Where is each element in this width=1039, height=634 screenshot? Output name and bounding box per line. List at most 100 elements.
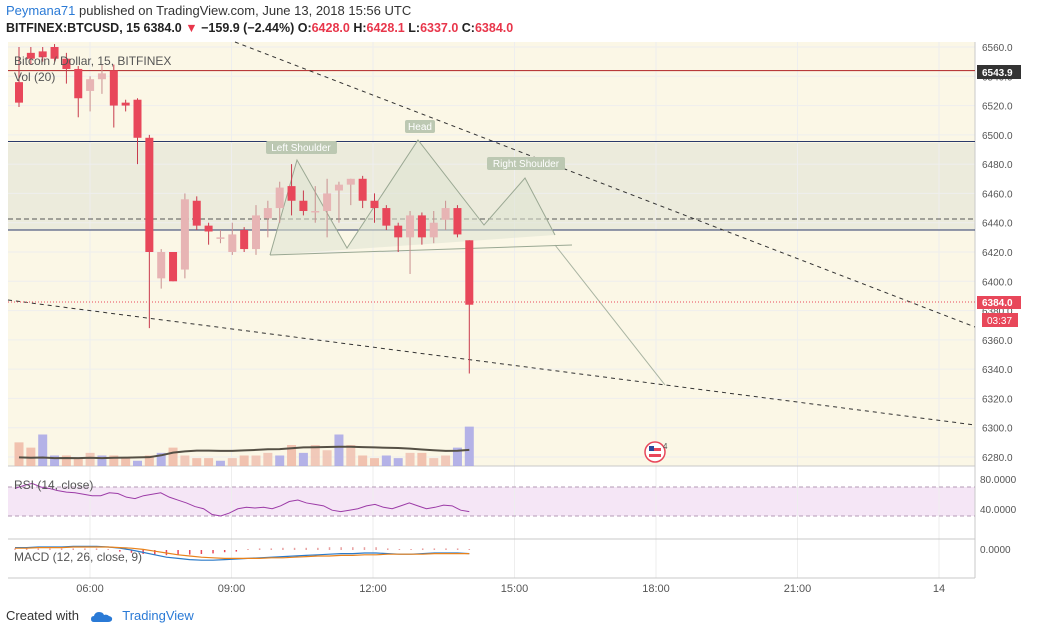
volume-bar <box>310 445 320 466</box>
candles <box>15 44 474 374</box>
rsi-line <box>14 482 470 517</box>
volume-legend[interactable]: Vol (20) <box>14 70 55 84</box>
volume-bar <box>429 458 439 466</box>
symbol-header: BITFINEX:BTCUSD, 15 6384.0 ▼ −159.9 (−2.… <box>6 21 513 35</box>
open-value: 6428.0 <box>311 21 350 35</box>
volume-bar <box>263 452 273 466</box>
volume-bar <box>133 460 142 466</box>
macd-legend[interactable]: MACD (12, 26, close, 9) <box>14 550 142 564</box>
rsi-legend[interactable]: RSI (14, close) <box>14 478 93 492</box>
volume-bar <box>334 434 344 466</box>
candle-body <box>38 51 47 58</box>
volume-bar <box>287 445 297 466</box>
volume-bar <box>180 455 190 466</box>
publish-header: Peymana71 published on TradingView.com, … <box>6 3 411 18</box>
candle-body <box>358 178 367 201</box>
macd-tick-0: 0.0000 <box>980 545 1011 556</box>
volume-bar <box>192 458 202 466</box>
low-label: L: <box>408 21 421 35</box>
author-link[interactable]: Peymana71 <box>6 3 76 18</box>
close-label: C: <box>461 21 475 35</box>
pattern-outline <box>269 139 556 256</box>
countdown-text: 03:37 <box>987 316 1012 327</box>
open-label: O: <box>297 21 312 35</box>
candle-body <box>109 70 118 106</box>
volume-bar <box>452 447 462 466</box>
time-tick-label: 14 <box>933 583 945 595</box>
price-axis[interactable]: 6560.06540.06520.06500.06480.06460.06440… <box>982 43 1013 464</box>
volume-bar <box>370 458 379 466</box>
symbol-label: BITFINEX:BTCUSD, 15 <box>6 21 141 35</box>
head-tag <box>405 120 435 133</box>
candle-body <box>275 187 284 209</box>
candle-body <box>192 200 201 226</box>
published-text: published on TradingView.com, June 13, 2… <box>79 3 412 18</box>
price-tick-label: 6340.0 <box>982 365 1013 376</box>
candle-body <box>382 208 391 226</box>
candle-body <box>62 58 71 69</box>
candle-body <box>86 79 95 91</box>
head-label: Head <box>408 122 432 133</box>
candle-body <box>299 200 308 211</box>
candle-body <box>145 137 154 252</box>
close-value: 6384.0 <box>474 21 514 35</box>
time-tick-label: 18:00 <box>642 583 670 595</box>
time-tick-label: 09:00 <box>218 583 246 595</box>
economic-event-flag-icon[interactable]: 4 <box>644 441 668 463</box>
series-legend[interactable]: Bitcoin / Dollar, 15, BITFINEX <box>14 54 171 68</box>
volume-bar <box>393 458 403 466</box>
volume-bar <box>50 455 60 466</box>
candle-body <box>240 230 249 250</box>
price-change: −159.9 (−2.44%) <box>201 21 295 35</box>
descending-support-trendline[interactable] <box>7 299 976 426</box>
candle-body <box>311 211 320 213</box>
candle-body <box>394 225 403 238</box>
created-with-text: Created with <box>6 608 79 623</box>
candle-body <box>15 82 23 103</box>
last-price: 6384.0 <box>143 21 182 35</box>
candle-body <box>465 240 474 305</box>
volume-bar <box>358 455 368 466</box>
price-tick-label: 6520.0 <box>982 102 1013 113</box>
candle-body <box>133 99 142 138</box>
projection-line[interactable] <box>554 244 666 386</box>
volume-bar <box>121 458 131 466</box>
time-axis[interactable]: 06:00 09:00 12:00 15:00 18:00 21:00 14 <box>76 583 945 595</box>
head-and-shoulders-pattern[interactable]: Left Shoulder Head Right Shoulder <box>266 120 573 256</box>
price-tick-label: 6500.0 <box>982 131 1013 142</box>
right-shoulder-label: Right Shoulder <box>493 159 560 170</box>
candle-body <box>323 193 332 211</box>
macd-signal-line <box>15 546 470 560</box>
rsi-tick-40: 40.0000 <box>980 505 1017 516</box>
last-price-badge <box>977 296 1021 309</box>
price-tick-label: 6300.0 <box>982 424 1013 435</box>
volume-bar <box>97 455 107 466</box>
candle-body <box>169 252 178 282</box>
footer: Created with TradingView <box>6 608 194 623</box>
price-tick-label: 6480.0 <box>982 160 1013 171</box>
rsi-band <box>8 487 975 516</box>
candle-body <box>429 222 438 238</box>
low-value: 6337.0 <box>420 21 459 35</box>
volume-bar <box>73 458 83 466</box>
time-tick-label: 12:00 <box>359 583 387 595</box>
high-value: 6428.1 <box>366 21 405 35</box>
volume-bar <box>381 455 391 466</box>
volume-bar <box>298 452 308 466</box>
volume-bar <box>346 445 356 466</box>
volume-bar <box>61 455 71 466</box>
tradingview-link[interactable]: TradingView <box>122 608 194 623</box>
volume-bar <box>215 460 225 466</box>
candle-body <box>216 237 225 239</box>
volume-bar <box>144 455 154 466</box>
volume-bar <box>405 452 415 466</box>
time-tick-label: 06:00 <box>76 583 104 595</box>
price-tick-label: 6420.0 <box>982 248 1013 259</box>
time-tick-label: 15:00 <box>501 583 529 595</box>
price-tick-label: 6440.0 <box>982 219 1013 230</box>
countdown-badge <box>982 313 1018 327</box>
volume-ma-line <box>18 445 470 460</box>
candle-body <box>50 47 59 59</box>
volume-bar <box>239 455 249 466</box>
